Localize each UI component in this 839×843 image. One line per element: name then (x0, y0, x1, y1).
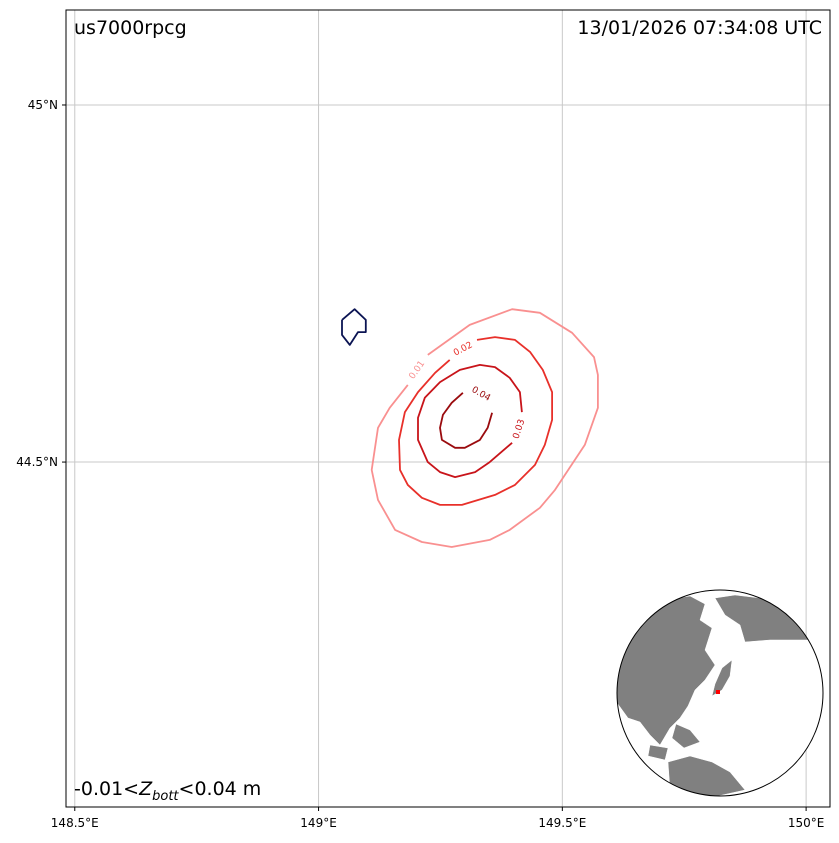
contour-line (417, 364, 523, 478)
globe-inset (616, 589, 824, 797)
range-symbol: Z (138, 778, 153, 800)
globe-land (671, 723, 701, 749)
globe-land (647, 744, 669, 761)
y-tick-label: 44.5°N (16, 455, 58, 469)
contour-line (439, 392, 493, 449)
globe-land (711, 659, 733, 697)
x-tick-label: 149°E (300, 816, 337, 830)
range-prefix: -0.01< (74, 778, 139, 800)
contour (341, 308, 367, 346)
contour-line (341, 308, 367, 346)
range-suffix: <0.04 m (179, 778, 262, 800)
range-subscript: bott (152, 789, 179, 804)
frame (65, 9, 831, 808)
x-tick-label: 149.5°E (538, 816, 586, 830)
grid (66, 10, 830, 807)
range-label: -0.01<Zbott<0.04 m (74, 778, 261, 804)
contour-line (370, 308, 599, 548)
timestamp: 13/01/2026 07:34:08 UTC (577, 17, 822, 39)
event-id: us7000rpcg (74, 17, 187, 39)
event-marker (716, 690, 720, 694)
globe-outline (616, 589, 824, 797)
y-tick-label: 45°N (28, 98, 58, 112)
x-tick-label: 148.5°E (51, 816, 99, 830)
contour-line (398, 336, 553, 506)
x-tick-label: 150°E (788, 816, 825, 830)
